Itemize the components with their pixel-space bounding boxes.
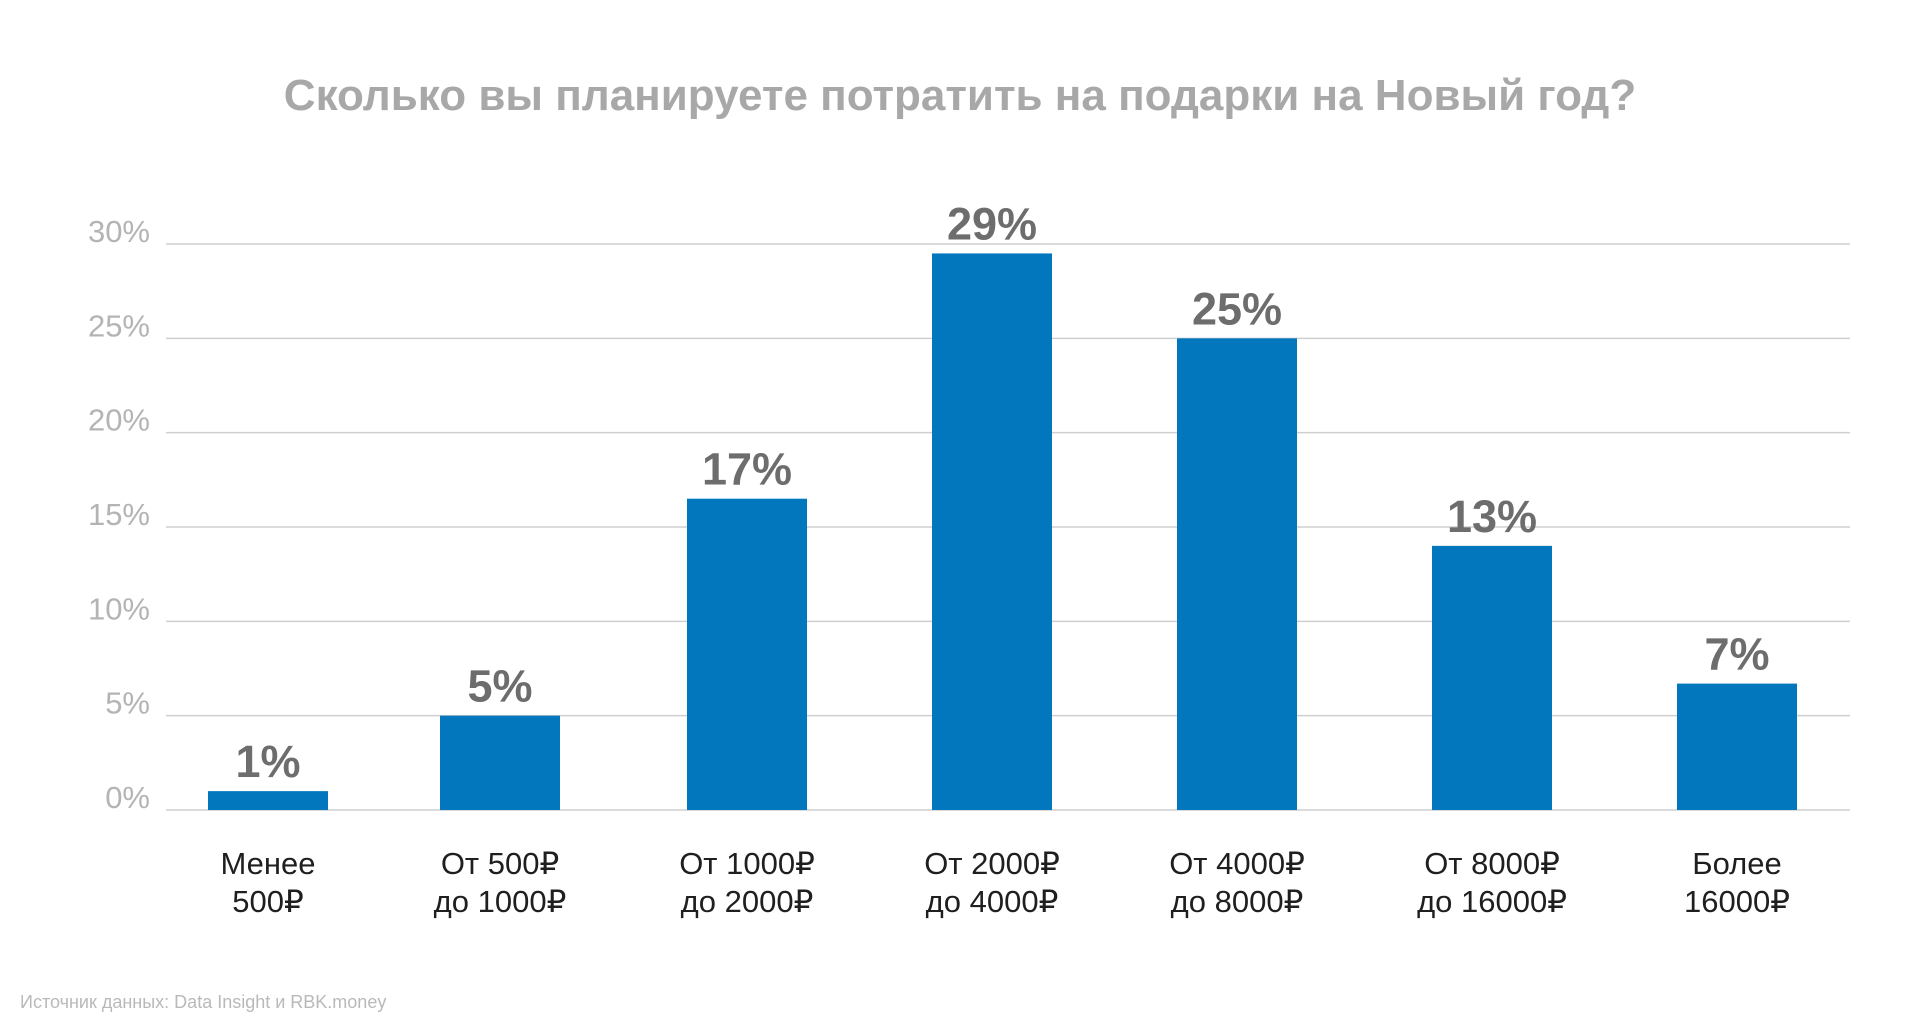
chart-title: Сколько вы планируете потратить на подар… bbox=[284, 71, 1636, 120]
bar bbox=[1177, 338, 1297, 810]
bar bbox=[687, 498, 807, 810]
bar bbox=[440, 715, 560, 810]
y-tick-label: 15% bbox=[88, 497, 150, 532]
category-label: Менее bbox=[220, 846, 315, 881]
data-label: 7% bbox=[1704, 629, 1769, 680]
category-label: От 8000₽ bbox=[1424, 846, 1560, 881]
source-note: Источник данных: Data Insight и RBK.mone… bbox=[20, 992, 386, 1012]
category-label: до 8000₽ bbox=[1171, 884, 1304, 919]
y-tick-label: 0% bbox=[105, 780, 150, 815]
data-label: 5% bbox=[467, 661, 532, 712]
data-label: 1% bbox=[235, 736, 300, 787]
y-tick-label: 30% bbox=[88, 214, 150, 249]
bar bbox=[932, 253, 1052, 810]
category-label: до 16000₽ bbox=[1417, 884, 1567, 919]
bar bbox=[1677, 683, 1797, 810]
category-label: 16000₽ bbox=[1684, 884, 1790, 919]
category-label: От 4000₽ bbox=[1169, 846, 1305, 881]
bars bbox=[208, 253, 1797, 810]
data-labels: 1% 5% 17% 29% 25% 13% 7% bbox=[235, 198, 1769, 787]
category-label: От 500₽ bbox=[441, 846, 559, 881]
data-label: 13% bbox=[1447, 491, 1537, 542]
data-label: 17% bbox=[702, 444, 792, 495]
bar bbox=[208, 791, 328, 810]
category-label: до 4000₽ bbox=[926, 884, 1059, 919]
category-label: От 1000₽ bbox=[679, 846, 815, 881]
data-label: 29% bbox=[947, 198, 1037, 249]
y-axis-ticks: 0% 5% 10% 15% 20% 25% 30% bbox=[88, 214, 150, 815]
category-label: до 1000₽ bbox=[434, 884, 567, 919]
category-label: Более bbox=[1692, 846, 1781, 881]
y-tick-label: 25% bbox=[88, 308, 150, 343]
y-tick-label: 20% bbox=[88, 403, 150, 438]
bar bbox=[1432, 545, 1552, 810]
y-tick-label: 10% bbox=[88, 591, 150, 626]
category-label: От 2000₽ bbox=[924, 846, 1060, 881]
category-label: 500₽ bbox=[232, 884, 303, 919]
y-tick-label: 5% bbox=[105, 686, 150, 721]
category-label: до 2000₽ bbox=[681, 884, 814, 919]
data-label: 25% bbox=[1192, 283, 1282, 334]
